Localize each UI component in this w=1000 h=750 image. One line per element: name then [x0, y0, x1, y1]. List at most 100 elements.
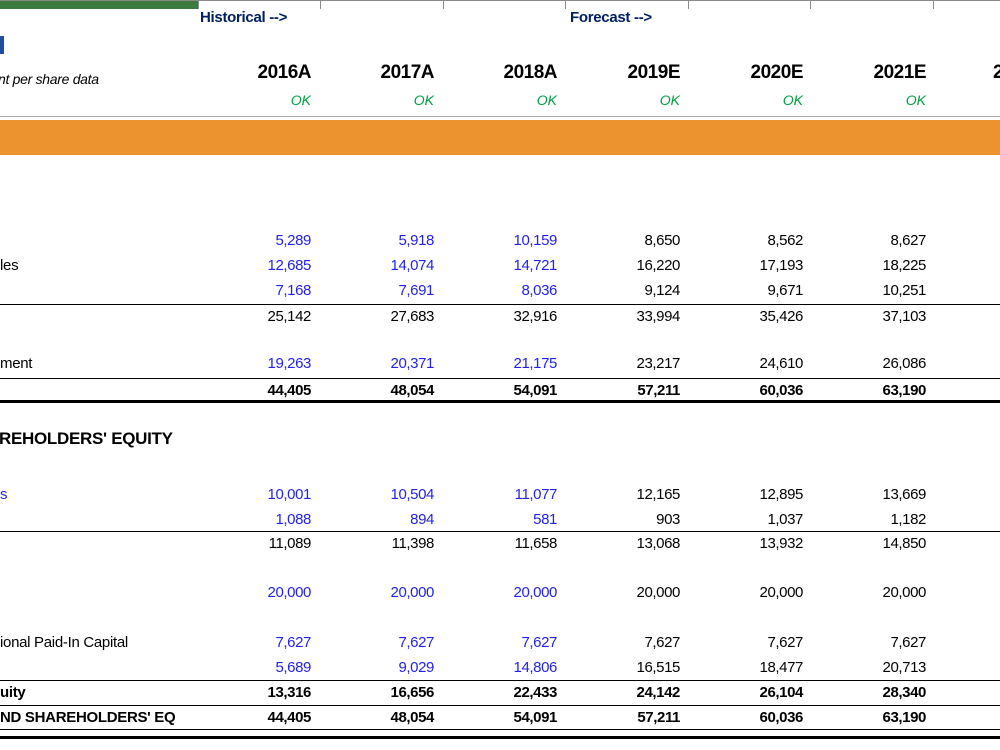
- cell-2019E[interactable]: 903: [656, 511, 680, 528]
- cell-2021E[interactable]: 28,340: [882, 684, 927, 701]
- cell-2020E[interactable]: 17,193: [759, 257, 804, 274]
- year-header-2019E[interactable]: 2019E: [627, 62, 681, 83]
- cell-2016A[interactable]: 44,405: [267, 382, 312, 399]
- row-label[interactable]: uity: [0, 684, 26, 701]
- cell-2016A[interactable]: 44,405: [267, 709, 312, 726]
- row-label[interactable]: ND SHAREHOLDERS' EQ: [0, 709, 176, 726]
- cell-2019E[interactable]: 20,000: [636, 584, 681, 601]
- cell-2018A[interactable]: 14,806: [513, 659, 558, 676]
- cell-2018A[interactable]: 14,721: [513, 257, 558, 274]
- year-header-2017A[interactable]: 2017A: [380, 62, 435, 83]
- row-label[interactable]: ional Paid-In Capital: [0, 634, 128, 651]
- cell-2017A[interactable]: 16,656: [390, 684, 435, 701]
- cell-2019E[interactable]: 9,124: [644, 282, 680, 299]
- cell-2020E[interactable]: 24,610: [759, 355, 804, 372]
- cell-2021E[interactable]: 20,000: [882, 584, 927, 601]
- cell-2017A[interactable]: 7,691: [398, 282, 434, 299]
- row-label[interactable]: ment: [0, 355, 33, 372]
- row-label[interactable]: [0, 657, 198, 678]
- cell-2018A[interactable]: 11,077: [514, 486, 558, 503]
- cell-2017A[interactable]: 20,371: [390, 355, 435, 372]
- cell-2016A[interactable]: 25,142: [267, 308, 312, 325]
- cell-2017A[interactable]: 7,627: [398, 634, 434, 651]
- cell-2017A[interactable]: 5,918: [398, 232, 434, 249]
- cell-2020E[interactable]: 12,895: [759, 486, 804, 503]
- cell-2019E[interactable]: 57,211: [637, 382, 680, 399]
- cell-2020E[interactable]: 1,037: [767, 511, 803, 528]
- year-header-2016A[interactable]: 2016A: [257, 62, 312, 83]
- cell-2020E[interactable]: 26,104: [759, 684, 804, 701]
- cell-2016A[interactable]: 12,685: [267, 257, 312, 274]
- cell-2016A[interactable]: 7,168: [275, 282, 311, 299]
- cell-2016A[interactable]: 7,627: [275, 634, 311, 651]
- cell-2016A[interactable]: 5,689: [275, 659, 311, 676]
- cell-2018A[interactable]: 22,433: [513, 684, 558, 701]
- cell-2021E[interactable]: 13,669: [882, 486, 927, 503]
- cell-2017A[interactable]: 894: [410, 511, 434, 528]
- cell-2019E[interactable]: 33,994: [636, 308, 681, 325]
- cell-2016A[interactable]: 13,316: [267, 684, 312, 701]
- cell-2019E[interactable]: 16,515: [636, 659, 681, 676]
- cell-2021E[interactable]: 18,225: [882, 257, 927, 274]
- cell-2021E[interactable]: 8,627: [890, 232, 926, 249]
- cell-2018A[interactable]: 32,916: [513, 308, 558, 325]
- cell-2020E[interactable]: 20,000: [759, 584, 804, 601]
- year-header-2021E[interactable]: 2021E: [873, 62, 927, 83]
- row-label[interactable]: [0, 582, 198, 603]
- row-label[interactable]: [0, 509, 198, 530]
- cell-2017A[interactable]: 20,000: [390, 584, 435, 601]
- cell-2018A[interactable]: 7,627: [521, 634, 557, 651]
- cell-2019E[interactable]: 13,068: [636, 535, 681, 552]
- row-label[interactable]: les: [0, 257, 19, 274]
- cell-2018A[interactable]: 21,175: [513, 355, 558, 372]
- cell-2019E[interactable]: 16,220: [636, 257, 681, 274]
- cell-2020E[interactable]: 8,562: [767, 232, 803, 249]
- year-header-2020E[interactable]: 2020E: [750, 62, 804, 83]
- cell-2017A[interactable]: 48,054: [390, 709, 435, 726]
- cell-2019E[interactable]: 23,217: [636, 355, 681, 372]
- cell-2021E[interactable]: 26,086: [882, 355, 927, 372]
- cell-2018A[interactable]: 581: [533, 511, 557, 528]
- cell-2016A[interactable]: 1,088: [275, 511, 311, 528]
- cell-2021E[interactable]: 7,627: [890, 634, 926, 651]
- cell-2017A[interactable]: 9,029: [398, 659, 434, 676]
- cell-2018A[interactable]: 54,091: [513, 709, 558, 726]
- row-label[interactable]: [0, 306, 198, 327]
- cell-2019E[interactable]: 7,627: [644, 634, 680, 651]
- cell-2019E[interactable]: 24,142: [636, 684, 681, 701]
- row-label[interactable]: [0, 230, 198, 251]
- year-header-2018A[interactable]: 2018A: [503, 62, 558, 83]
- cell-2016A[interactable]: 20,000: [267, 584, 312, 601]
- row-label[interactable]: [0, 380, 198, 401]
- row-label[interactable]: [0, 533, 198, 554]
- cell-2018A[interactable]: 8,036: [521, 282, 557, 299]
- cell-2016A[interactable]: 10,001: [267, 486, 312, 503]
- cell-2020E[interactable]: 18,477: [759, 659, 804, 676]
- cell-2018A[interactable]: 11,658: [514, 535, 558, 552]
- cell-2021E[interactable]: 63,190: [882, 709, 927, 726]
- cell-2021E[interactable]: 37,103: [882, 308, 927, 325]
- cell-2020E[interactable]: 9,671: [767, 282, 803, 299]
- cell-2020E[interactable]: 35,426: [759, 308, 804, 325]
- cell-2017A[interactable]: 27,683: [390, 308, 435, 325]
- cell-2018A[interactable]: 20,000: [513, 584, 558, 601]
- cell-2016A[interactable]: 5,289: [275, 232, 311, 249]
- cell-2018A[interactable]: 54,091: [513, 382, 558, 399]
- cell-2017A[interactable]: 14,074: [390, 257, 435, 274]
- cell-2020E[interactable]: 60,036: [759, 709, 804, 726]
- cell-2017A[interactable]: 10,504: [390, 486, 435, 503]
- cell-2021E[interactable]: 63,190: [882, 382, 927, 399]
- cell-2020E[interactable]: 13,932: [759, 535, 804, 552]
- cell-2021E[interactable]: 20,713: [882, 659, 927, 676]
- cell-2019E[interactable]: 57,211: [637, 709, 680, 726]
- cell-2020E[interactable]: 60,036: [759, 382, 804, 399]
- cell-2017A[interactable]: 11,398: [391, 535, 435, 552]
- cell-2020E[interactable]: 7,627: [767, 634, 803, 651]
- cell-2019E[interactable]: 8,650: [644, 232, 680, 249]
- cell-2017A[interactable]: 48,054: [390, 382, 435, 399]
- cell-2021E[interactable]: 10,251: [882, 282, 927, 299]
- row-label[interactable]: [0, 280, 198, 301]
- cell-2018A[interactable]: 10,159: [513, 232, 558, 249]
- row-label[interactable]: s: [0, 486, 8, 503]
- cell-2021E[interactable]: 14,850: [882, 535, 927, 552]
